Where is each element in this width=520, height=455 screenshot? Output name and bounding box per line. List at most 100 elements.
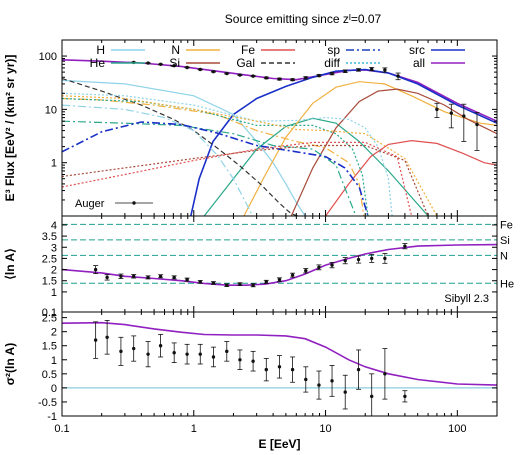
- data-marker: [158, 344, 163, 348]
- data-marker: [185, 65, 189, 70]
- data-marker: [290, 78, 295, 82]
- data-marker: [277, 365, 282, 369]
- y-tick-label: 1: [51, 287, 57, 299]
- data-marker: [251, 74, 255, 78]
- lnA-data-point: [131, 274, 137, 279]
- data-marker: [403, 244, 407, 248]
- data-marker: [119, 349, 123, 354]
- data-marker: [251, 359, 255, 363]
- sigma-data-point: [356, 349, 362, 390]
- lnA-data-point: [303, 268, 309, 274]
- data-marker: [211, 355, 216, 359]
- series-sp-he: [62, 120, 357, 216]
- model-annotation: Sibyll 2.3: [444, 293, 489, 305]
- lnA-data-point: [342, 257, 348, 265]
- series-sp-src: [62, 121, 369, 216]
- sigma-data-point: [210, 346, 216, 368]
- data-marker: [290, 367, 295, 372]
- series-sp-h: [62, 104, 254, 216]
- flux-panel: 1 10 100 E³ Flux [EeV² / (km² sr yr)] HHe NSi…: [3, 39, 498, 217]
- flux-data-point: [237, 73, 243, 77]
- flux-plot-area: [62, 59, 497, 216]
- data-marker: [356, 257, 361, 262]
- y-tick-label: 2.5: [42, 253, 57, 265]
- data-marker: [146, 61, 150, 65]
- legend-label-all: all: [413, 56, 425, 70]
- data-marker: [277, 77, 282, 81]
- sigma-data-point: [369, 373, 375, 416]
- sigma-data-point: [145, 341, 151, 368]
- data-marker: [403, 394, 407, 399]
- sigma-data-point: [329, 365, 335, 397]
- data-marker: [317, 73, 321, 78]
- data-marker: [317, 383, 321, 387]
- sigma-data-point: [342, 374, 348, 410]
- data-marker: [370, 394, 374, 399]
- data-marker: [370, 67, 374, 71]
- lnA-data-point: [237, 282, 243, 286]
- data-marker: [383, 372, 387, 376]
- data-marker: [435, 107, 439, 112]
- legend-label-diff: diff: [324, 56, 340, 70]
- data-marker: [264, 76, 268, 80]
- y-tick-label: 1.5: [42, 341, 57, 353]
- sigma-data-point: [316, 370, 322, 400]
- flux-data-point: [356, 68, 362, 72]
- sigma-data-point: [250, 350, 256, 372]
- y-tick-label: -0.5: [38, 397, 57, 409]
- flux-data-point: [263, 76, 269, 80]
- flux-data-point: [290, 78, 296, 82]
- data-marker: [343, 69, 347, 73]
- y-tick-label: 10: [45, 104, 57, 116]
- data-marker: [105, 275, 109, 280]
- flux-data-point: [395, 72, 401, 81]
- y-axis-label: E³ Flux [EeV² / (km² sr yr)]: [3, 55, 17, 202]
- data-marker: [277, 277, 282, 282]
- sigma-panel: -1 -0.5 0 0.5 1 1.5 2 2.5 0.1 1 10 100 E [EeV] σ²(ln …: [3, 311, 498, 451]
- data-marker: [198, 280, 202, 284]
- lnA-data-point: [104, 274, 110, 281]
- data-marker: [343, 390, 347, 394]
- flux-data-point: [250, 74, 256, 78]
- data-marker: [211, 281, 216, 285]
- legend-label-N: N: [171, 43, 180, 57]
- x-tick-label: 1: [191, 423, 197, 435]
- data-marker: [198, 352, 202, 356]
- lna-panel: He N Si Fe 0.1 11.522.533.54 ⟨ln A⟩ Sibyll 2.3: [3, 215, 514, 319]
- data-marker: [185, 277, 189, 282]
- flux-data-point: [276, 77, 282, 81]
- data-marker: [146, 352, 150, 356]
- data-marker: [238, 73, 242, 77]
- lnA-data-point: [118, 273, 124, 279]
- legend-label-Fe: Fe: [241, 43, 255, 57]
- data-marker: [330, 71, 334, 76]
- lnA-data-point: [316, 264, 322, 271]
- data-marker: [93, 267, 98, 272]
- lnA-frame: [61, 215, 498, 313]
- sigma-data-point: [237, 349, 243, 371]
- series-diff-si: [62, 144, 429, 216]
- sigma-data-point: [158, 334, 164, 358]
- y-tick-label: 3: [51, 242, 57, 254]
- series-diff-he: [62, 97, 369, 216]
- data-marker: [462, 114, 466, 118]
- sigma-data-point: [224, 341, 230, 362]
- sigma-data-point: [197, 343, 203, 365]
- data-marker: [475, 122, 479, 127]
- series-all: [62, 321, 497, 386]
- lnA-data-point: [263, 279, 269, 284]
- legend-label-Si: Si: [169, 56, 180, 70]
- y-axis-label: σ²(ln A): [3, 343, 17, 385]
- legend-label-sp: sp: [327, 43, 340, 57]
- data-marker: [172, 63, 176, 68]
- data-marker: [449, 111, 454, 115]
- lnA-data-point: [290, 272, 296, 278]
- series-diff-fe: [62, 141, 413, 216]
- data-marker: [225, 71, 229, 76]
- flux-frame: [61, 39, 498, 217]
- auger-legend-label: Auger: [75, 198, 105, 210]
- lnA-data-point: [93, 265, 99, 275]
- y-tick-label: 1.5: [42, 276, 57, 288]
- data-marker: [290, 273, 295, 277]
